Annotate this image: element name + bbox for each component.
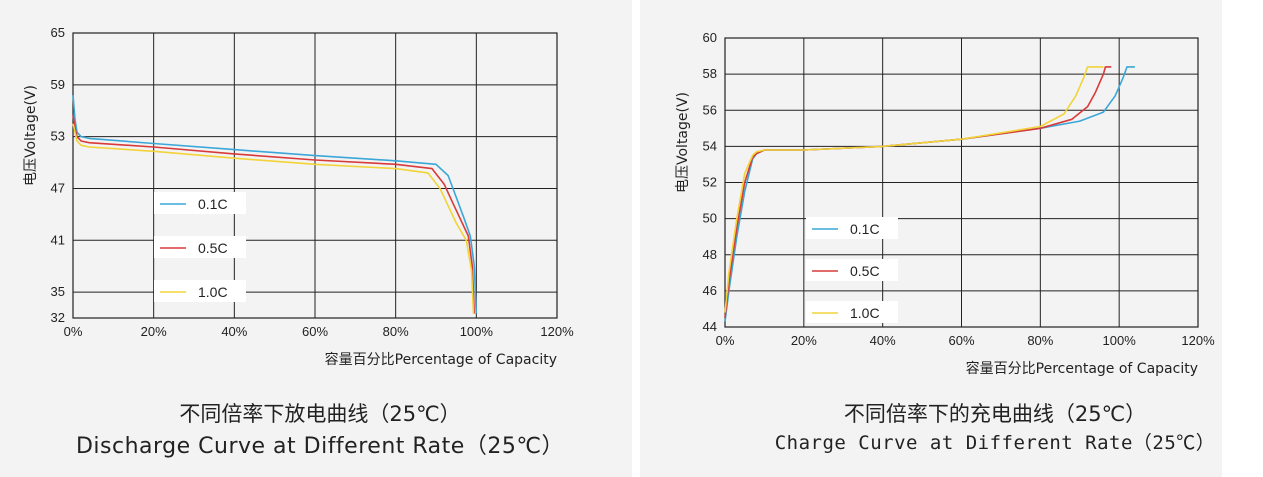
c1-legend-background [154,236,246,258]
c1-series-line-0_1C [72,95,478,314]
c1-y-axis-label: 电压Voltage(V) [23,85,39,186]
c1-plot-frame [72,32,558,319]
charge-caption-en: Charge Curve at Different Rate（25℃） [774,432,1216,454]
discharge-caption: 不同倍率下放电曲线（25℃） Discharge Curve at Differ… [40,398,600,460]
charge-caption: 不同倍率下的充电曲线（25℃） Charge Curve at Differen… [735,398,1255,455]
c1-y-tick-label: 59 [51,77,65,92]
discharge-caption-zh: 不同倍率下放电曲线（25℃） [179,402,461,426]
c1-legend-background [154,280,246,302]
c1-y-tick-label: 53 [51,129,65,144]
c1-y-tick-label: 32 [51,310,65,325]
c1-x-axis-label: 容量百分比Percentage of Capacity [325,351,557,368]
left-panel-background [0,0,632,477]
c1-series-line-1_0C [72,123,475,314]
c1-x-tick-label: 20% [141,324,167,339]
c1-y-tick-label: 41 [51,232,65,247]
c1-legend-label: 0.5C [198,240,228,256]
c1-legend-label: 1.0C [198,284,228,300]
c1-x-tick-label: 0% [64,324,83,339]
c1-y-tick-label: 65 [51,25,65,40]
c1-x-tick-label: 120% [540,324,574,339]
c1-x-tick-label: 80% [383,324,409,339]
c1-x-tick-label: 60% [302,324,328,339]
c1-y-tick-label: 47 [51,180,65,195]
discharge-chart: 0% 20% 40% 60% 80% 100% 120% 32 35 41 47 53 59 65 电压Vo… [23,25,574,368]
c1-x-tick-label: 40% [221,324,247,339]
c1-legend-label: 0.1C [198,196,228,212]
charge-caption-zh: 不同倍率下的充电曲线（25℃） [843,402,1147,426]
c1-legend-background [154,192,246,214]
c1-x-tick-label: 100% [460,324,494,339]
c1-y-tick-label: 35 [51,284,65,299]
c1-series-line-0_5C [72,114,476,314]
discharge-caption-en: Discharge Curve at Different Rate（25℃） [75,434,565,459]
